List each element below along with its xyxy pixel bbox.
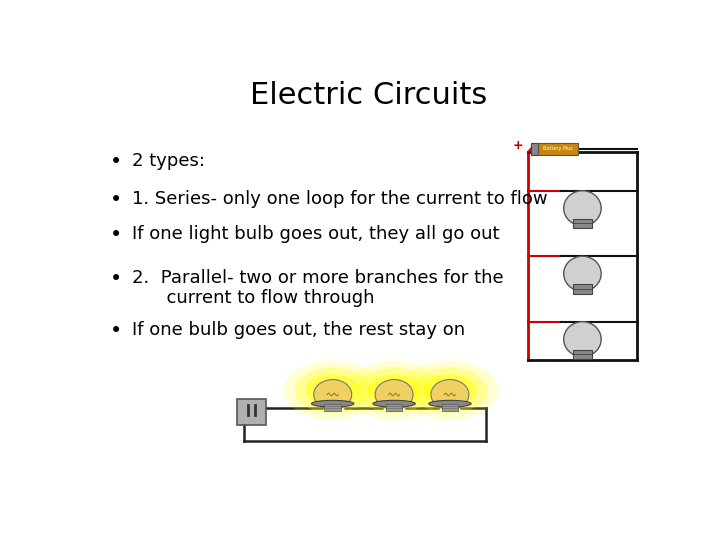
Ellipse shape [431,380,469,409]
Text: Battery Plus: Battery Plus [543,146,572,151]
FancyBboxPatch shape [573,219,592,228]
Ellipse shape [294,368,371,413]
Text: 1. Series- only one loop for the current to flow: 1. Series- only one loop for the current… [132,190,547,207]
Ellipse shape [373,400,415,407]
Text: 2.  Parallel- two or more branches for the
      current to flow through: 2. Parallel- two or more branches for th… [132,268,503,307]
FancyBboxPatch shape [538,143,578,154]
Text: If one light bulb goes out, they all go out: If one light bulb goes out, they all go … [132,225,500,243]
Ellipse shape [345,361,444,420]
Text: 2 types:: 2 types: [132,152,205,170]
FancyBboxPatch shape [573,350,592,359]
Ellipse shape [564,256,601,291]
Ellipse shape [564,322,601,356]
FancyBboxPatch shape [531,143,538,154]
FancyBboxPatch shape [441,404,459,411]
Text: •: • [109,268,122,288]
Text: Electric Circuits: Electric Circuits [251,82,487,111]
Ellipse shape [564,191,601,226]
FancyBboxPatch shape [324,404,341,411]
Ellipse shape [284,361,382,420]
Text: •: • [109,152,122,172]
Text: •: • [109,225,122,245]
Ellipse shape [423,374,477,406]
Text: If one bulb goes out, the rest stay on: If one bulb goes out, the rest stay on [132,321,465,339]
Ellipse shape [375,380,413,409]
Ellipse shape [401,361,499,420]
FancyBboxPatch shape [238,399,266,426]
Text: •: • [109,321,122,341]
Text: •: • [109,190,122,210]
Ellipse shape [412,368,488,413]
Ellipse shape [312,400,354,407]
FancyBboxPatch shape [573,284,592,294]
Ellipse shape [356,368,432,413]
Ellipse shape [306,374,359,406]
FancyBboxPatch shape [386,404,402,411]
Ellipse shape [428,400,471,407]
Ellipse shape [367,374,421,406]
Ellipse shape [314,380,351,409]
Text: +: + [513,139,523,152]
